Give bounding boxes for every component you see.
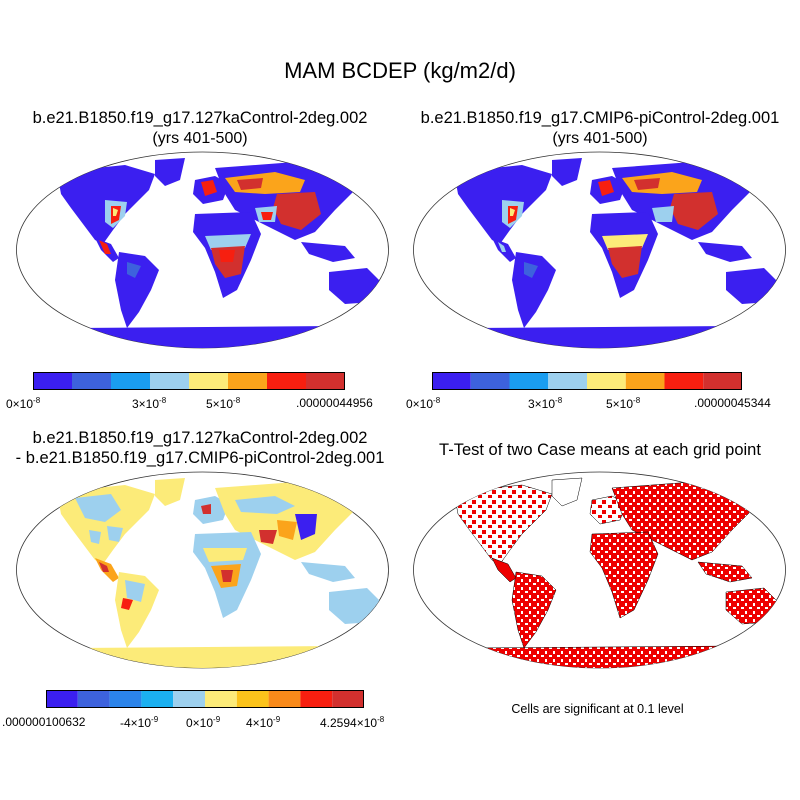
colorbar-swatch [236,690,269,708]
colorbar-swatch [509,372,549,390]
antarctica [65,646,345,668]
colorbar-label: .00000045344 [694,396,771,410]
bottom-left-map [16,471,389,669]
south-america [511,571,557,649]
antarctica [65,326,345,348]
colorbar-swatch [77,690,110,708]
colorbar-swatch [267,372,306,390]
colorbar-swatch [205,690,237,708]
antarctica [462,326,742,348]
top-left-map [16,151,389,349]
greenland [155,158,185,186]
colorbar-label: 3×10-8 [528,396,563,411]
bottom-right-title: T-Test of two Case means at each grid po… [439,441,761,459]
figure-title: MAM BCDEP (kg/m2/d) [284,58,516,83]
top-right-map [413,151,786,349]
colorbar-label: 0×10-8 [6,396,41,411]
significance-note: Cells are significant at 0.1 level [511,702,684,716]
colorbar-label: 0×10-9 [186,715,221,730]
colorbar-label: 5×10-8 [606,396,641,411]
colorbar-swatch [703,372,742,390]
colorbar-swatch [46,690,78,708]
colorbar-label: 4×10-9 [246,715,281,730]
colorbar-swatch [72,372,111,390]
colorbar-swatch [432,372,471,390]
colorbar-swatch [33,372,72,390]
colorbar-swatch [268,690,301,708]
greenland [552,158,582,186]
bottom-left-title: b.e21.B1850.f19_g17.127kaControl-2deg.00… [32,429,368,447]
colorbar-swatch [548,372,587,390]
top-left-title: b.e21.B1850.f19_g17.127kaControl-2deg.00… [32,109,368,127]
south-america [512,252,556,328]
colorbar-swatch [300,690,333,708]
colorbar-swatch [173,690,205,708]
south-america [115,252,159,328]
colorbar-swatch [150,372,189,390]
top-left-colorbar [33,372,345,390]
colorbar-swatch [306,372,345,390]
colorbar-label: -4×10-9 [120,715,159,730]
colorbar-swatch [109,690,142,708]
colorbar-label: 3×10-8 [132,396,167,411]
colorbar-swatch [189,372,228,390]
colorbar-label: .000000100632 [2,715,86,729]
colorbar-swatch [141,690,174,708]
colorbar-swatch [470,372,510,390]
colorbar-swatch [111,372,150,390]
top-right-subtitle: (yrs 401-500) [552,130,648,147]
colorbar-label: .00000044956 [296,396,373,410]
colorbar-swatch [587,372,626,390]
antarctica [461,645,743,668]
colorbar-swatch [625,372,665,390]
bottom-right-map [413,471,786,669]
colorbar-label: 4.2594×10-8 [320,715,385,730]
colorbar-swatch [664,372,704,390]
europe [589,495,627,525]
top-left-subtitle: (yrs 401-500) [152,130,248,147]
top-right-colorbar [432,372,742,390]
colorbar-swatch [332,690,364,708]
colorbar-label: 0×10-8 [406,396,441,411]
south-america [115,572,159,648]
colorbar-label: 5×10-8 [206,396,241,411]
bottom-left-title-line2: - b.e21.B1850.f19_g17.CMIP6-piControl-2d… [15,449,385,467]
top-right-title: b.e21.B1850.f19_g17.CMIP6-piControl-2deg… [420,109,780,127]
greenland [155,478,185,506]
africa [589,531,659,619]
colorbar-swatch [228,372,267,390]
greenland [551,477,583,507]
bottom-left-colorbar [46,690,364,708]
